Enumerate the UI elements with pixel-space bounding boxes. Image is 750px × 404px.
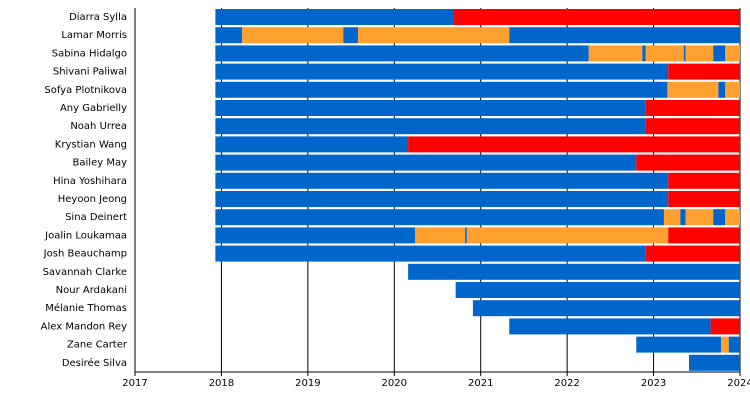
x-tick-label: 2017	[122, 378, 147, 389]
segment	[683, 45, 686, 62]
segment	[720, 336, 729, 353]
segment	[408, 263, 740, 280]
segment	[667, 81, 719, 98]
segment	[728, 336, 740, 353]
row-label: Noah Urrea	[70, 121, 127, 132]
segment	[663, 209, 681, 226]
row-label: Shivani Paliwal	[53, 67, 127, 78]
segment	[710, 318, 740, 335]
segment	[408, 136, 740, 153]
segment	[215, 45, 589, 62]
row-label: Any Gabrielly	[60, 103, 127, 114]
segment	[713, 45, 726, 62]
segment	[725, 209, 740, 226]
row-label: Heyoon Jeong	[58, 194, 127, 205]
row-label: Joalin Loukamaa	[44, 230, 127, 241]
segment	[215, 9, 454, 25]
segment	[215, 63, 669, 80]
segment	[685, 209, 714, 226]
segment	[215, 81, 668, 98]
segment	[215, 191, 669, 207]
segment	[680, 209, 686, 226]
segment	[343, 27, 358, 44]
segment	[588, 45, 643, 62]
segment	[668, 172, 740, 189]
row-label: Mélanie Thomas	[45, 302, 127, 314]
segment	[645, 45, 684, 62]
segment	[668, 191, 740, 207]
segment	[689, 354, 740, 371]
segment	[215, 245, 646, 262]
segment	[509, 27, 740, 44]
x-tick-label: 2019	[295, 378, 320, 389]
segment	[415, 227, 466, 244]
segment	[713, 209, 726, 226]
row-label: Sabina Hidalgo	[52, 48, 127, 59]
segment	[215, 154, 637, 171]
segment	[357, 27, 510, 44]
row-label: Josh Beauchamp	[43, 249, 127, 260]
row-label: Desirée Silva	[62, 357, 127, 369]
segment	[645, 245, 740, 262]
segment	[215, 27, 243, 44]
row-label: Zane Carter	[67, 340, 128, 351]
segment	[466, 227, 669, 244]
segment	[642, 45, 646, 62]
segment	[645, 100, 740, 116]
segment	[215, 100, 646, 116]
segment	[668, 227, 740, 244]
segment	[725, 81, 740, 98]
segment	[725, 45, 740, 62]
segment	[509, 318, 711, 335]
segment	[215, 136, 409, 153]
segment	[465, 227, 467, 244]
segment	[455, 282, 740, 298]
x-tick-label: 2021	[468, 378, 493, 389]
segment	[215, 118, 646, 135]
segment	[472, 300, 740, 317]
row-label: Sina Deinert	[65, 212, 127, 223]
segment	[242, 27, 344, 44]
segment	[215, 172, 669, 189]
row-label: Lamar Morris	[61, 30, 127, 41]
segment	[453, 9, 740, 25]
row-label: Bailey May	[73, 158, 128, 169]
segment	[636, 154, 740, 171]
row-label: Savannah Clarke	[43, 267, 127, 278]
segment	[215, 209, 664, 226]
x-tick-label: 2020	[382, 378, 407, 389]
row-label: Sofya Plotnikova	[44, 85, 127, 96]
row-label: Diarra Sylla	[69, 12, 127, 23]
segment	[645, 118, 740, 135]
x-tick-label: 2023	[641, 378, 666, 389]
segment	[718, 81, 726, 98]
x-tick-label: 2018	[209, 378, 234, 389]
row-label: Hina Yoshihara	[53, 176, 127, 187]
segment	[636, 336, 721, 353]
row-label: Nour Ardakani	[56, 285, 127, 296]
x-tick-label: 2024	[727, 378, 750, 389]
row-label: Krystian Wang	[55, 139, 127, 150]
segment	[215, 227, 416, 244]
row-label: Alex Mandon Rey	[41, 321, 127, 332]
x-tick-label: 2022	[554, 378, 579, 389]
segment	[668, 63, 740, 80]
segment	[685, 45, 714, 62]
